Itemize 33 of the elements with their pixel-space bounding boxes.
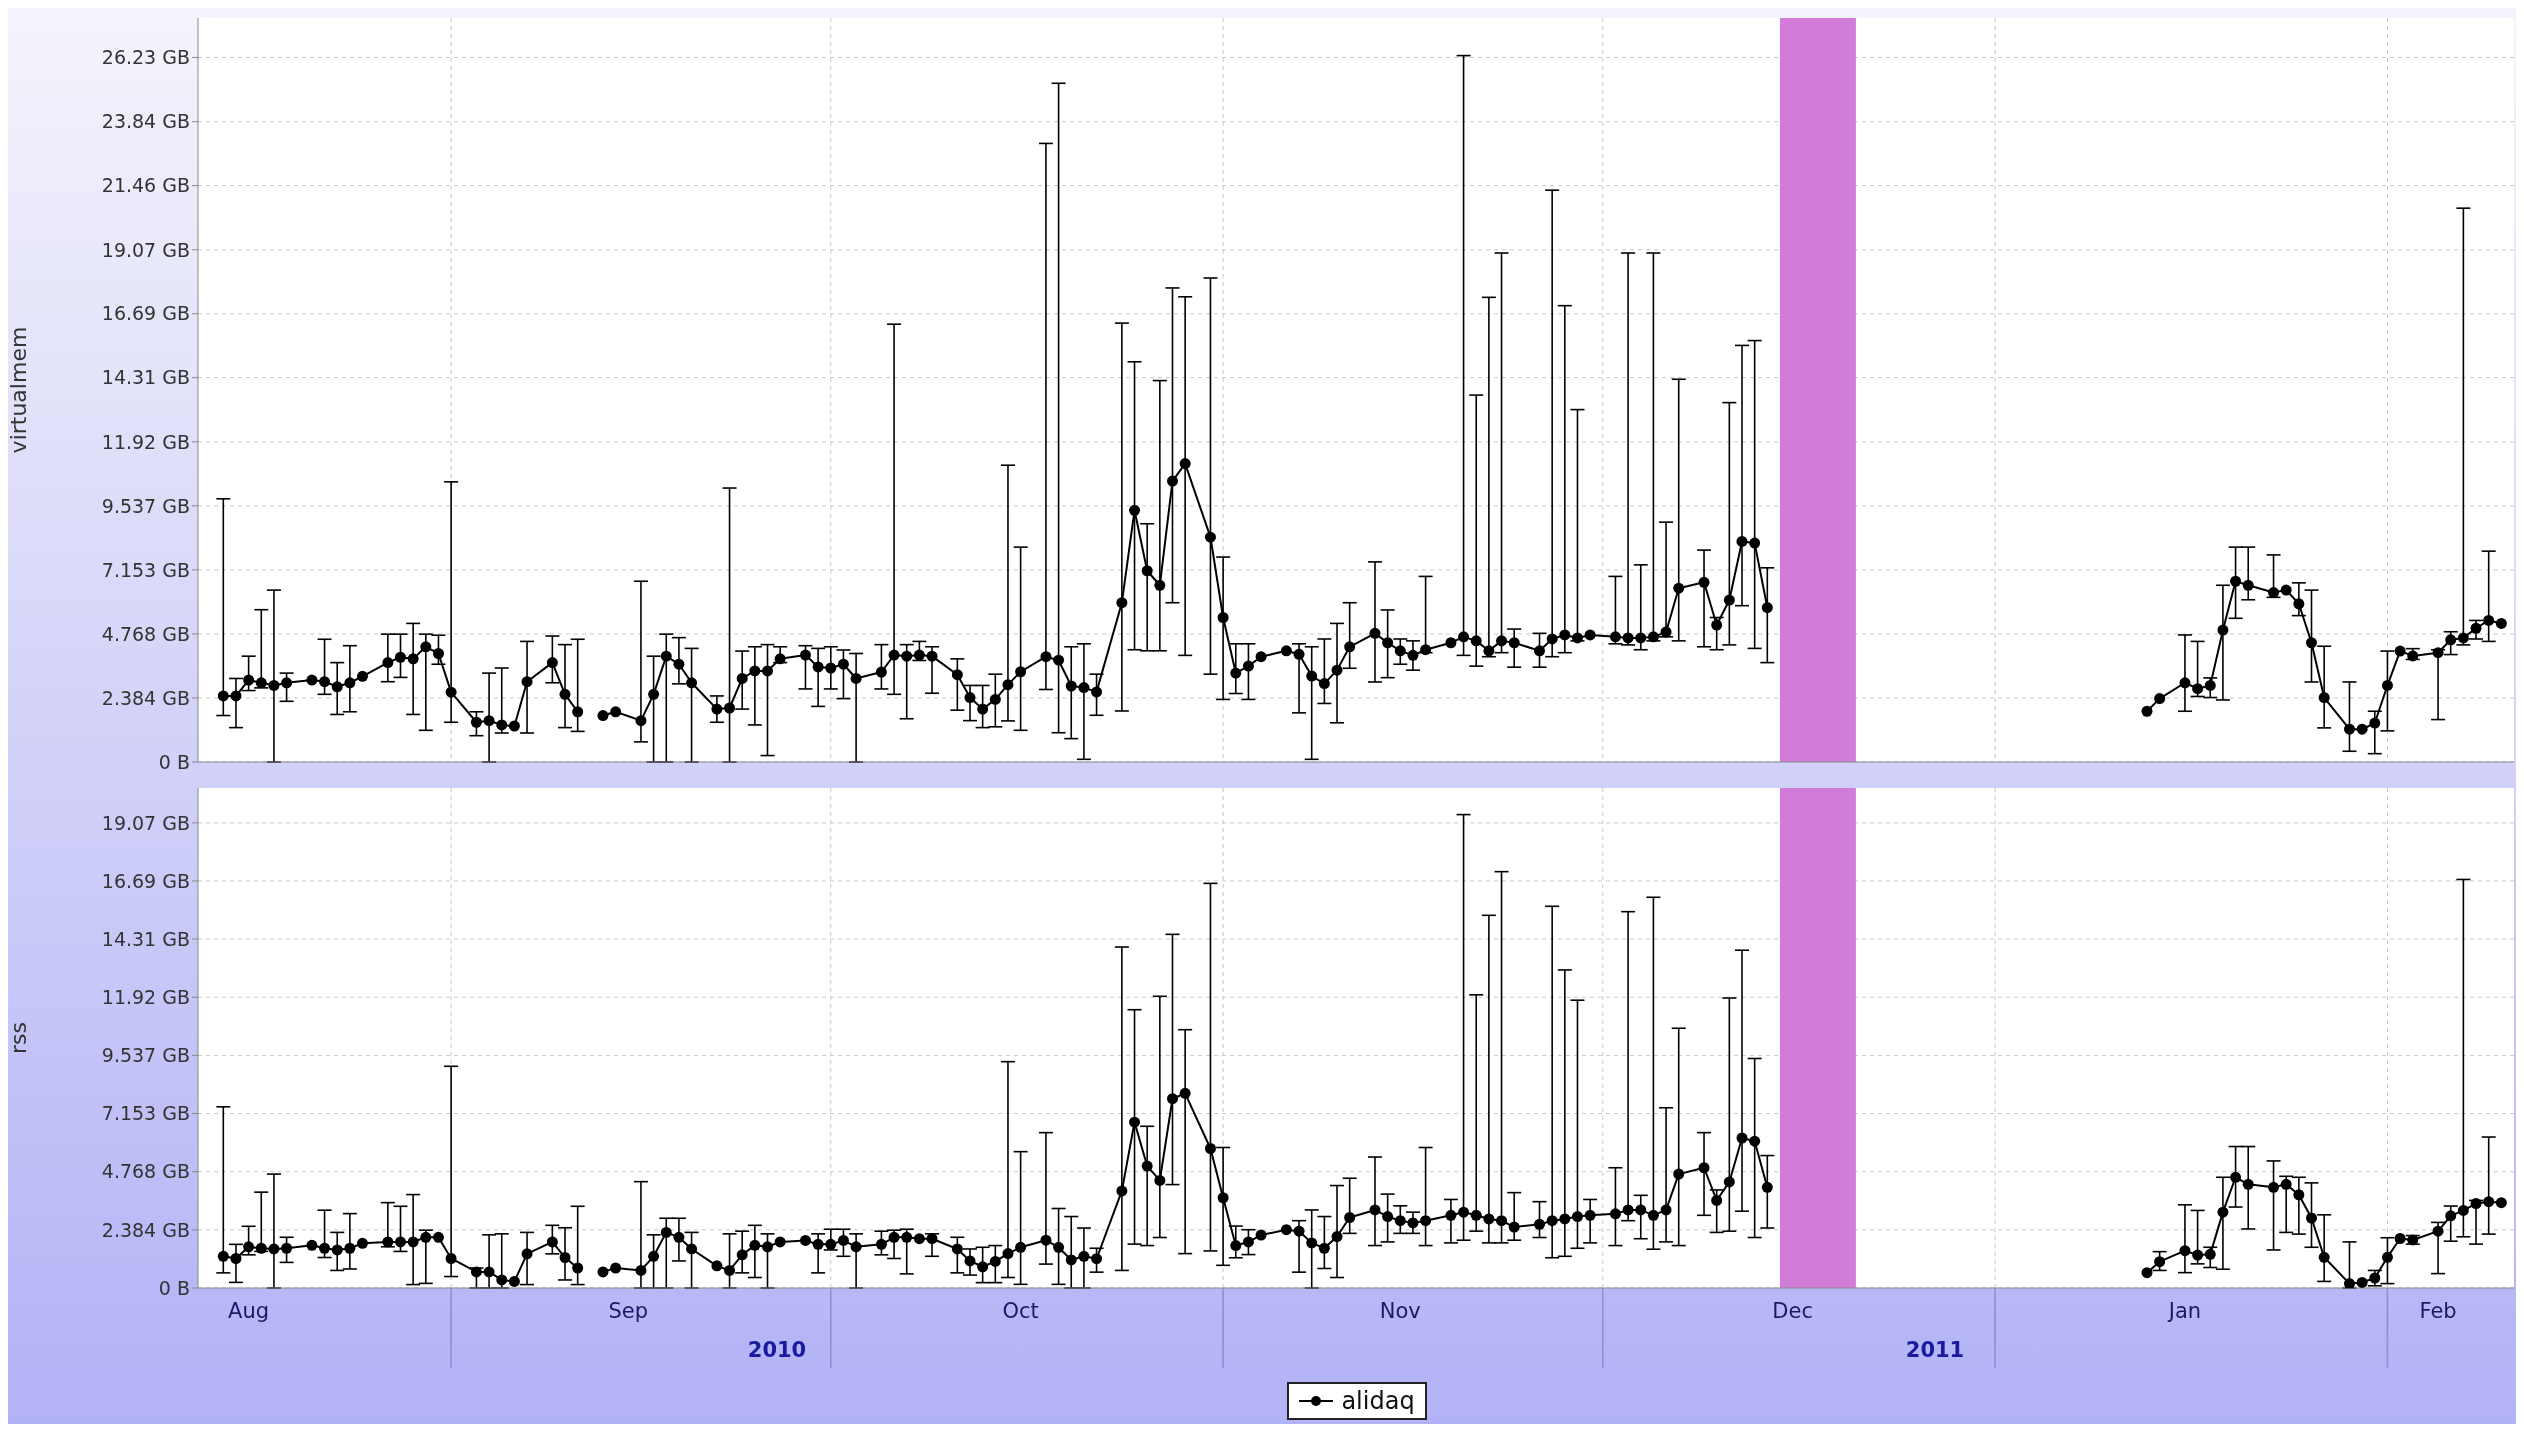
text: 2010 [747, 1338, 807, 1364]
legend-label: alidaq [1341, 1387, 1415, 1415]
y-tick-label: 0 B [158, 750, 190, 773]
y-tick-label: 4.768 GB [101, 1160, 190, 1183]
y-tick-label: 19.07 GB [101, 238, 190, 261]
y-tick-label: 11.92 GB [101, 430, 190, 453]
y-tick-label: 4.768 GB [101, 622, 190, 645]
y-tick-label: 23.84 GB [101, 110, 190, 133]
y-tick-label: 11.92 GB [101, 986, 190, 1009]
y-tick-label: 7.153 GB [101, 1102, 190, 1125]
y-tick-label: 16.69 GB [101, 302, 190, 325]
y-axis-title: rss [5, 1022, 31, 1054]
y-tick-label: 7.153 GB [101, 558, 190, 581]
y-tick-label: 14.31 GB [101, 366, 190, 389]
x-tick-label: Feb [2419, 1299, 2457, 1323]
y-tick-label: 2.384 GB [101, 1218, 190, 1241]
y-tick-label: 19.07 GB [101, 811, 190, 834]
y-tick-label: 14.31 GB [101, 927, 190, 950]
y-tick-label: 16.69 GB [101, 869, 190, 892]
text: 2011 [1905, 1338, 1965, 1364]
x-tick-label: Dec [1772, 1299, 1813, 1323]
x-tick-label: Nov [1379, 1299, 1421, 1323]
x-tick-label: Oct [1002, 1299, 1039, 1323]
x-tick-label: Jan [2166, 1299, 2202, 1323]
y-tick-label: 26.23 GB [101, 46, 190, 69]
x-tick-label: Sep [608, 1299, 649, 1323]
x-tick-label: Aug [228, 1299, 270, 1323]
y-axis-title: virtualmem [5, 326, 31, 454]
y-tick-label: 9.537 GB [101, 1044, 190, 1067]
y-tick-label: 0 B [158, 1276, 190, 1299]
y-tick-label: 2.384 GB [101, 686, 190, 709]
y-tick-label: 9.537 GB [101, 494, 190, 517]
y-tick-label: 21.46 GB [101, 174, 190, 197]
